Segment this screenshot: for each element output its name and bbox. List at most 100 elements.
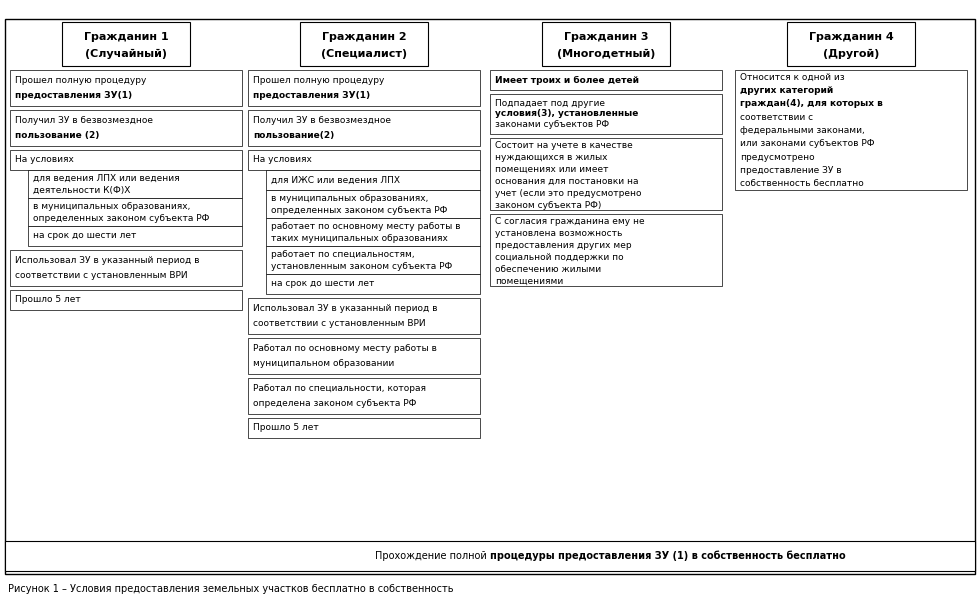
Bar <box>490 214 722 286</box>
Text: (Случайный): (Случайный) <box>85 49 167 59</box>
Bar <box>359 438 369 529</box>
Bar <box>248 298 480 334</box>
Text: Использовал ЗУ в указанный период в: Использовал ЗУ в указанный период в <box>15 256 200 265</box>
Text: Состоит на учете в качестве: Состоит на учете в качестве <box>495 141 633 150</box>
Text: Гражданин 4: Гражданин 4 <box>808 33 894 42</box>
Bar <box>601 286 612 529</box>
Polygon shape <box>117 529 135 541</box>
Bar <box>248 150 480 170</box>
Text: пользование(2): пользование(2) <box>253 132 334 140</box>
Text: законом субъекта РФ): законом субъекта РФ) <box>495 201 602 210</box>
Bar <box>62 22 190 66</box>
Bar <box>266 218 480 246</box>
Polygon shape <box>599 204 613 214</box>
Polygon shape <box>599 128 613 138</box>
Text: предоставление ЗУ в: предоставление ЗУ в <box>740 166 842 175</box>
Bar <box>360 100 368 106</box>
Bar <box>248 110 480 146</box>
Text: определенных законом субъекта РФ: определенных законом субъекта РФ <box>33 214 210 223</box>
Bar <box>266 274 480 294</box>
Text: Прошло 5 лет: Прошло 5 лет <box>15 295 80 304</box>
Text: или законами субъектов РФ: или законами субъектов РФ <box>740 140 874 149</box>
Text: нуждающихся в жилых: нуждающихся в жилых <box>495 153 608 162</box>
Text: в муниципальных образованиях,: в муниципальных образованиях, <box>33 202 190 211</box>
Text: граждан(4), для которых в: граждан(4), для которых в <box>740 100 883 109</box>
Text: законами субъектов РФ: законами субъектов РФ <box>495 120 610 129</box>
Text: установлена возможность: установлена возможность <box>495 229 622 238</box>
Bar <box>10 70 242 106</box>
Text: на срок до шести лет: на срок до шести лет <box>33 231 136 240</box>
Text: условия(3), установленные: условия(3), установленные <box>495 109 638 118</box>
Bar <box>248 418 480 438</box>
Bar <box>5 541 975 571</box>
Text: пользование (2): пользование (2) <box>15 132 99 140</box>
Bar <box>266 190 480 218</box>
Text: На условиях: На условиях <box>15 155 74 164</box>
Polygon shape <box>119 100 133 110</box>
Text: для ИЖС или ведения ЛПХ: для ИЖС или ведения ЛПХ <box>271 176 400 184</box>
Polygon shape <box>599 60 613 70</box>
Text: собственность бесплатно: собственность бесплатно <box>740 179 863 188</box>
Text: Использовал ЗУ в указанный период в: Использовал ЗУ в указанный период в <box>253 304 437 313</box>
Bar <box>490 138 722 210</box>
Text: Имеет троих и более детей: Имеет троих и более детей <box>495 76 639 85</box>
Text: работает по специальностям,: работает по специальностям, <box>271 250 415 259</box>
Polygon shape <box>355 529 373 541</box>
Text: установленным законом субъекта РФ: установленным законом субъекта РФ <box>271 262 452 271</box>
Bar <box>122 280 130 286</box>
Bar <box>10 290 242 310</box>
Text: Подпадает под другие: Подпадает под другие <box>495 99 605 108</box>
Bar <box>122 60 130 66</box>
Bar <box>360 288 368 294</box>
Bar <box>248 70 480 106</box>
Bar <box>266 246 480 274</box>
Polygon shape <box>357 408 371 418</box>
Text: Получил ЗУ в безвозмездное: Получил ЗУ в безвозмездное <box>253 117 391 125</box>
Bar <box>10 110 242 146</box>
Text: Гражданин 3: Гражданин 3 <box>564 33 648 42</box>
Bar <box>602 84 610 90</box>
Text: (Многодетный): (Многодетный) <box>557 49 656 59</box>
Text: в муниципальных образованиях,: в муниципальных образованиях, <box>271 194 428 203</box>
Polygon shape <box>842 529 860 541</box>
Text: на срок до шести лет: на срок до шести лет <box>271 280 374 289</box>
Text: муниципальном образовании: муниципальном образовании <box>253 359 394 368</box>
Bar <box>360 408 368 414</box>
Text: помещениях или имеет: помещениях или имеет <box>495 165 609 174</box>
Text: помещениями: помещениями <box>495 277 563 286</box>
Bar <box>360 60 368 66</box>
Text: процедуры предоставления ЗУ (1) в собственность бесплатно: процедуры предоставления ЗУ (1) в собств… <box>490 551 846 561</box>
Text: социальной поддержки по: социальной поддержки по <box>495 252 623 262</box>
Bar <box>300 22 428 66</box>
Bar <box>602 204 610 210</box>
Polygon shape <box>597 529 615 541</box>
Text: предоставления ЗУ(1): предоставления ЗУ(1) <box>253 91 370 100</box>
Text: Прошло 5 лет: Прошло 5 лет <box>253 423 318 432</box>
Bar <box>360 368 368 374</box>
Bar <box>490 94 722 134</box>
Bar <box>122 240 130 246</box>
Text: соответствии с установленным ВРИ: соответствии с установленным ВРИ <box>253 320 425 329</box>
Text: Прошел полную процедуру: Прошел полную процедуру <box>15 76 146 85</box>
Text: предусмотрено: предусмотрено <box>740 153 814 162</box>
Polygon shape <box>357 288 371 298</box>
Text: С согласия гражданина ему не: С согласия гражданина ему не <box>495 217 645 226</box>
Text: предоставления ЗУ(1): предоставления ЗУ(1) <box>15 91 132 100</box>
Bar <box>602 128 610 134</box>
Polygon shape <box>844 60 858 70</box>
Bar <box>266 170 480 190</box>
Text: определенных законом субъекта РФ: определенных законом субъекта РФ <box>271 205 448 214</box>
Text: Гражданин 2: Гражданин 2 <box>321 33 407 42</box>
Polygon shape <box>599 84 613 94</box>
Text: учет (если это предусмотрено: учет (если это предусмотрено <box>495 188 642 198</box>
Bar <box>28 226 242 246</box>
Text: соответствии с: соответствии с <box>740 113 813 122</box>
Text: обеспечению жилыми: обеспечению жилыми <box>495 265 601 274</box>
Text: работает по основному месту работы в: работает по основному месту работы в <box>271 222 461 231</box>
Bar <box>542 22 670 66</box>
Bar <box>28 198 242 226</box>
Polygon shape <box>357 328 371 338</box>
Text: соответствии с установленным ВРИ: соответствии с установленным ВРИ <box>15 271 187 280</box>
Text: (Другой): (Другой) <box>823 49 879 59</box>
Polygon shape <box>119 280 133 290</box>
